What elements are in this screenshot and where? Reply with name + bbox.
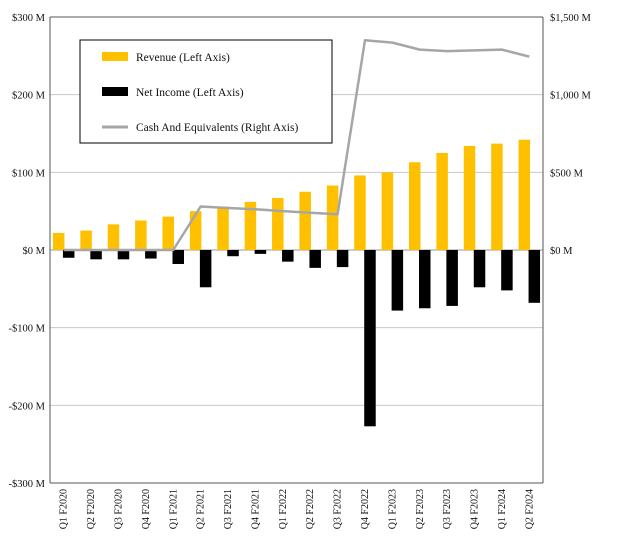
category-label: Q1 F2023	[387, 489, 398, 529]
legend-swatch-net-income	[102, 87, 128, 96]
category-label: Q1 F2020	[59, 489, 70, 529]
cash-line-group	[63, 39, 530, 252]
category-label: Q4 F2021	[250, 489, 261, 529]
net-income-bar	[282, 250, 294, 262]
revenue-bar	[463, 145, 476, 250]
category-label: Q1 F2021	[168, 489, 179, 529]
left-axis-ticks: $300 M $200 M $100 M $0 M -$100 M -$200 M -$30…	[9, 13, 46, 490]
left-tick-label: -$300 M	[9, 479, 46, 490]
category-label: Q2 F2022	[305, 489, 316, 529]
right-tick-label: $500 M	[550, 168, 584, 179]
category-label: Q3 F2022	[333, 489, 344, 529]
net-income-bar	[446, 250, 458, 306]
category-label: Q1 F2024	[497, 489, 508, 529]
axes	[49, 16, 544, 484]
revenue-bar	[244, 201, 257, 250]
revenue-bar	[162, 216, 175, 250]
net-income-bar	[391, 250, 404, 311]
revenue-bar	[135, 220, 147, 250]
cash-line	[63, 39, 530, 252]
revenue-bar	[518, 139, 531, 250]
category-label: Q2 F2024	[524, 489, 535, 529]
category-label: Q4 F2023	[470, 489, 481, 529]
revenue-bar	[436, 152, 448, 250]
category-label: Q3 F2023	[442, 489, 453, 529]
legend-label-net-income: Net Income (Left Axis)	[136, 87, 244, 99]
category-label: Q3 F2020	[113, 489, 124, 529]
right-tick-label: $1,500 M	[550, 13, 592, 24]
revenue-bar	[354, 175, 366, 250]
net-income-bar	[145, 250, 157, 259]
left-tick-label: $0 M	[23, 246, 46, 257]
category-label: Q3 F2021	[223, 489, 234, 529]
net-income-bar	[473, 250, 486, 288]
net-income-bar	[90, 250, 102, 260]
net-income-bar	[309, 250, 321, 268]
revenue-bar	[217, 206, 229, 250]
net-income-bar	[336, 250, 349, 268]
revenue-bar	[107, 224, 120, 250]
category-label: Q2 F2021	[196, 489, 207, 529]
category-label: Q1 F2022	[278, 489, 289, 529]
net-income-bar	[364, 250, 376, 427]
net-income-bar	[117, 250, 130, 260]
net-income-bar	[528, 250, 541, 303]
legend-label-revenue: Revenue (Left Axis)	[136, 52, 230, 64]
bars	[52, 139, 541, 427]
revenue-bar	[52, 232, 65, 250]
net-income-bar	[254, 250, 267, 254]
revenue-bar	[272, 197, 284, 250]
net-income-bar	[418, 250, 431, 309]
net-income-bar	[172, 250, 185, 264]
category-label: Q2 F2020	[86, 489, 97, 529]
net-income-bar	[199, 250, 212, 288]
revenue-bar	[381, 172, 394, 250]
right-tick-label: $0 M	[550, 246, 573, 257]
revenue-bar	[189, 211, 202, 250]
legend: Revenue (Left Axis) Net Income (Left Axi…	[79, 39, 333, 144]
net-income-bar	[501, 250, 513, 291]
revenue-bar	[326, 185, 339, 250]
revenue-bar	[80, 230, 92, 250]
category-label: Q4 F2022	[360, 489, 371, 529]
right-axis-ticks: $1,500 M $1,000 M $500 M $0 M	[550, 13, 592, 257]
legend-swatch-revenue	[102, 52, 128, 61]
revenue-bar	[408, 162, 421, 250]
net-income-bar	[227, 250, 239, 257]
left-tick-label: -$100 M	[9, 324, 46, 335]
category-label: Q2 F2023	[415, 489, 426, 529]
left-tick-label: -$200 M	[9, 401, 46, 412]
revenue-bar	[299, 191, 311, 250]
left-tick-label: $100 M	[12, 168, 46, 179]
category-labels: Q1 F2020 Q2 F2020 Q3 F2020 Q4 F2020 Q1 F2021…	[59, 489, 536, 529]
legend-label-cash: Cash And Equivalents (Right Axis)	[136, 122, 298, 134]
left-tick-label: $200 M	[12, 91, 46, 102]
net-income-bar	[62, 250, 75, 258]
revenue-bar	[491, 143, 503, 250]
right-tick-label: $1,000 M	[550, 91, 592, 102]
left-tick-label: $300 M	[12, 13, 46, 24]
category-label: Q4 F2020	[141, 489, 152, 529]
